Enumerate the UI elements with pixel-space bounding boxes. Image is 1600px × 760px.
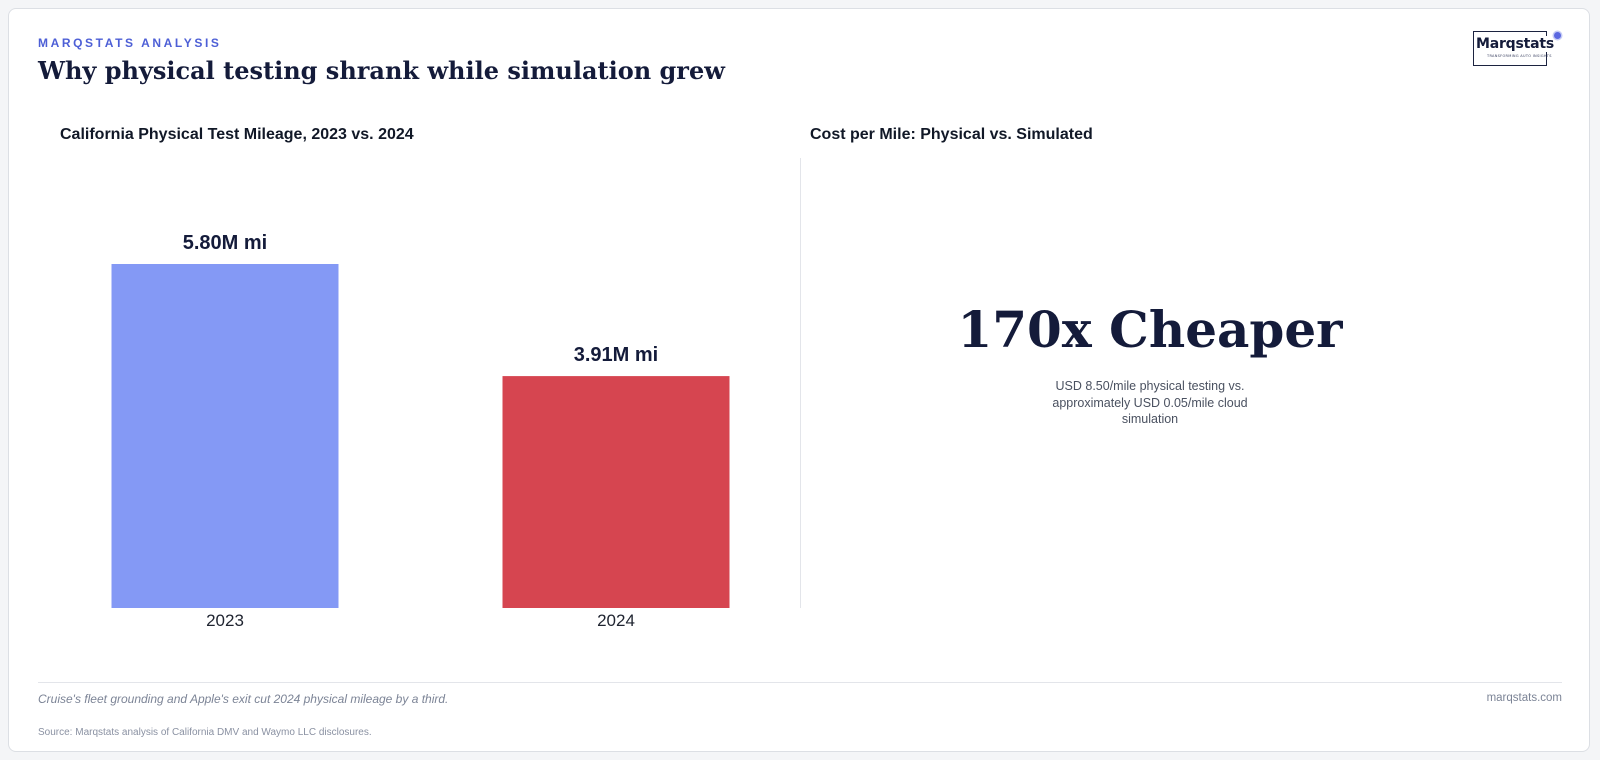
x-tick-2023: 2023 [206, 611, 244, 630]
logo-dot-icon [1554, 32, 1561, 39]
x-tick-2024: 2024 [597, 611, 635, 630]
mileage-bar-chart: 5.80M mi 2023 3.91M mi 2024 [111, 232, 730, 630]
footer-divider [38, 682, 1562, 683]
cost-ratio-note: USD 8.50/mile physical testing vs. appro… [1052, 379, 1248, 426]
section-kicker: MARQSTATS ANALYSIS [38, 36, 222, 50]
data-label-2024: 3.91M mi [574, 344, 658, 366]
bar-2024 [502, 376, 730, 608]
page-title: Why physical testing shrank while simula… [38, 56, 725, 85]
bar-2023 [111, 264, 339, 608]
source-note: Source: Marqstats analysis of California… [38, 727, 372, 738]
footer-note: Cruise's fleet grounding and Apple's exi… [38, 692, 449, 706]
cost-ratio-stat: 170x Cheaper [957, 300, 1343, 359]
cost-panel-title: Cost per Mile: Physical vs. Simulated [810, 126, 1093, 143]
site-link[interactable]: marqstats.com [1486, 692, 1562, 704]
data-label-2023: 5.80M mi [183, 232, 267, 254]
logo-tagline: TRANSFORMING AUTO INSIGHTS [1487, 54, 1552, 58]
mileage-chart-title: California Physical Test Mileage, 2023 v… [60, 126, 414, 143]
panel-divider [800, 158, 801, 608]
logo-wordmark: Marqstats [1476, 36, 1556, 52]
